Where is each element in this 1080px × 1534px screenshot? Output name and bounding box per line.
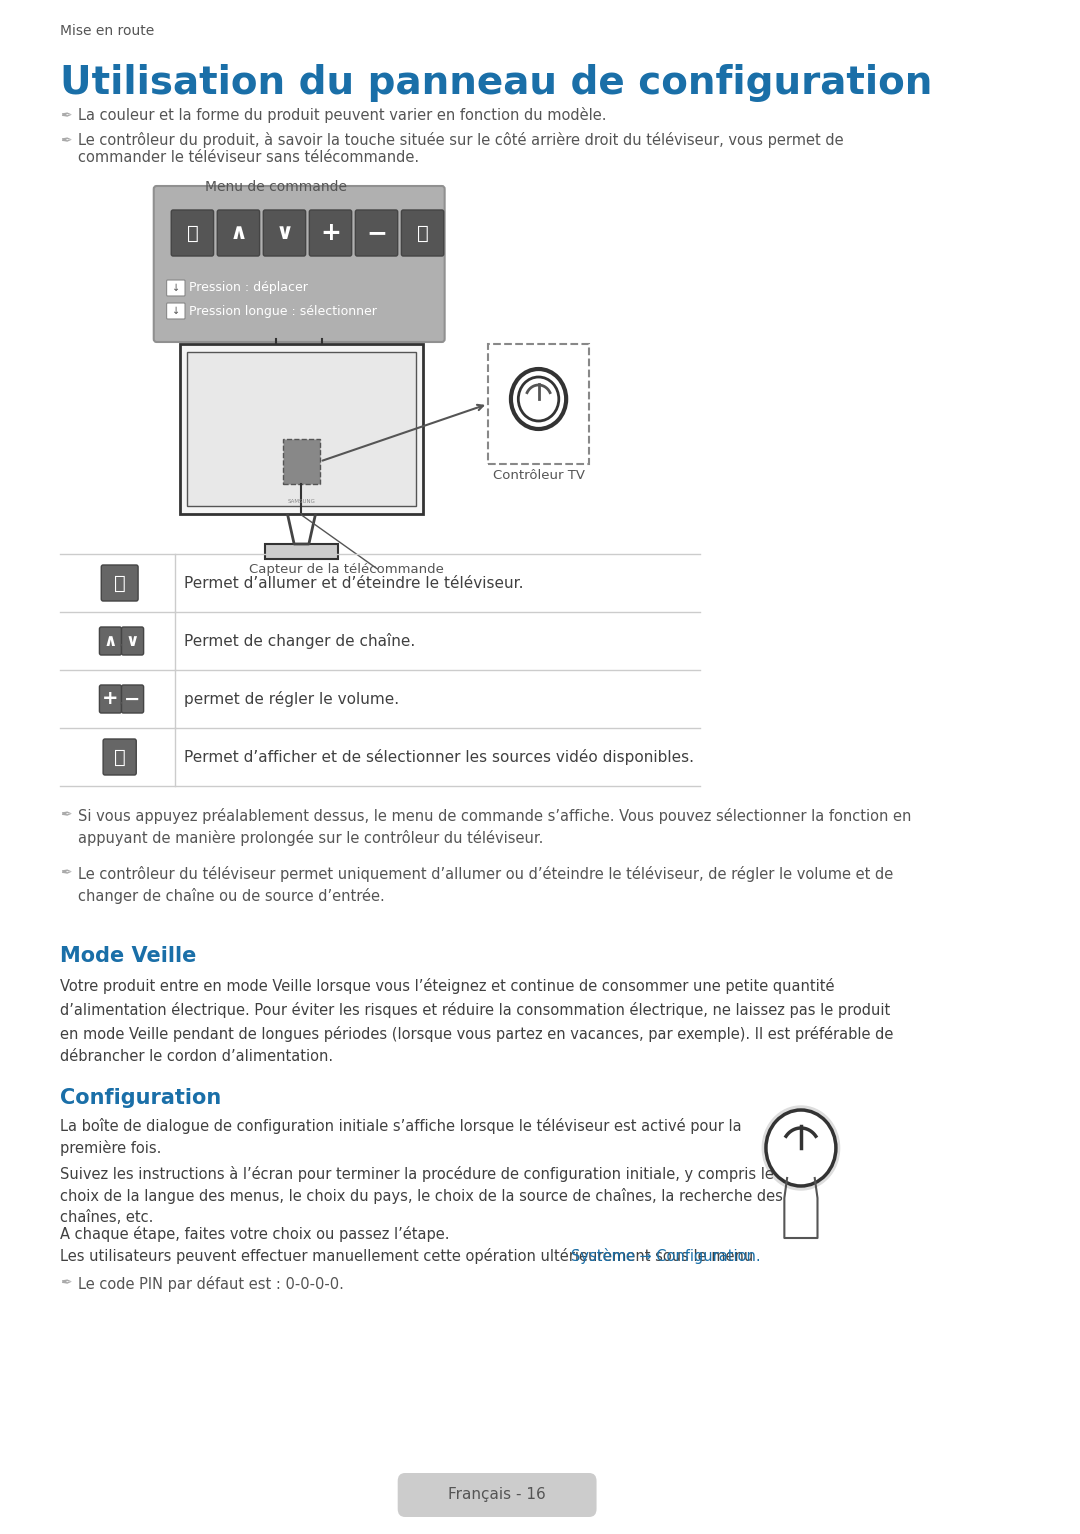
- Text: ,: ,: [119, 692, 124, 706]
- Text: ↓: ↓: [172, 282, 180, 293]
- FancyBboxPatch shape: [122, 627, 144, 655]
- Text: +: +: [103, 689, 119, 709]
- Text: Mode Veille: Mode Veille: [59, 946, 197, 966]
- Text: Le code PIN par défaut est : 0-0-0-0.: Le code PIN par défaut est : 0-0-0-0.: [78, 1276, 345, 1292]
- Text: ✒: ✒: [59, 867, 71, 881]
- Text: La boîte de dialogue de configuration initiale s’affiche lorsque le téléviseur e: La boîte de dialogue de configuration in…: [59, 1118, 742, 1157]
- Text: Suivez les instructions à l’écran pour terminer la procédure de configuration in: Suivez les instructions à l’écran pour t…: [59, 1166, 783, 1226]
- Text: ∨: ∨: [125, 632, 139, 650]
- Text: ✒: ✒: [59, 808, 71, 822]
- Circle shape: [762, 1106, 839, 1190]
- FancyBboxPatch shape: [166, 281, 185, 296]
- Text: ✒: ✒: [59, 109, 71, 123]
- Text: Configuration: Configuration: [59, 1088, 221, 1108]
- Text: Permet d’afficher et de sélectionner les sources vidéo disponibles.: Permet d’afficher et de sélectionner les…: [184, 749, 694, 765]
- Text: SAMSUNG: SAMSUNG: [287, 499, 315, 505]
- Text: Contrôleur TV: Contrôleur TV: [492, 469, 584, 482]
- Text: −: −: [366, 221, 387, 245]
- FancyBboxPatch shape: [122, 686, 144, 713]
- Text: permet de régler le volume.: permet de régler le volume.: [184, 690, 400, 707]
- Text: ✒: ✒: [59, 1276, 71, 1290]
- Bar: [488, 344, 590, 463]
- FancyBboxPatch shape: [355, 210, 397, 256]
- Text: ,: ,: [119, 634, 124, 647]
- Text: Menu de commande: Menu de commande: [205, 179, 347, 193]
- FancyBboxPatch shape: [153, 186, 445, 342]
- Text: Permet de changer de chaîne.: Permet de changer de chaîne.: [184, 634, 416, 649]
- FancyBboxPatch shape: [283, 439, 320, 485]
- Text: Capteur de la télécommande: Capteur de la télécommande: [248, 563, 444, 575]
- Text: Pression longue : sélectionner: Pression longue : sélectionner: [189, 305, 377, 318]
- Text: Mise en route: Mise en route: [59, 25, 154, 38]
- FancyBboxPatch shape: [217, 210, 259, 256]
- FancyBboxPatch shape: [102, 565, 138, 601]
- Text: ✒: ✒: [59, 133, 71, 147]
- Text: Utilisation du panneau de configuration: Utilisation du panneau de configuration: [59, 64, 932, 101]
- Text: ⎆: ⎆: [417, 224, 429, 242]
- Circle shape: [766, 1111, 836, 1186]
- Bar: [179, 344, 423, 514]
- FancyBboxPatch shape: [99, 686, 122, 713]
- Text: A chaque étape, faites votre choix ou passez l’étape.: A chaque étape, faites votre choix ou pa…: [59, 1226, 449, 1243]
- Text: ↓: ↓: [172, 305, 180, 316]
- Text: Le contrôleur du produit, à savoir la touche située sur le côté arrière droit du: Le contrôleur du produit, à savoir la to…: [78, 132, 843, 166]
- Text: ∧: ∧: [104, 632, 118, 650]
- Text: ⏻: ⏻: [113, 574, 125, 592]
- Bar: [187, 351, 416, 506]
- FancyBboxPatch shape: [397, 1473, 596, 1517]
- FancyBboxPatch shape: [166, 304, 185, 319]
- Text: ∨: ∨: [275, 222, 294, 242]
- Text: ⏻: ⏻: [187, 224, 199, 242]
- FancyBboxPatch shape: [99, 627, 122, 655]
- FancyBboxPatch shape: [172, 210, 214, 256]
- Text: Votre produit entre en mode Veille lorsque vous l’éteignez et continue de consom: Votre produit entre en mode Veille lorsq…: [59, 979, 893, 1063]
- FancyBboxPatch shape: [103, 739, 136, 775]
- FancyBboxPatch shape: [402, 210, 444, 256]
- Text: Système → Configuration.: Système → Configuration.: [571, 1249, 760, 1264]
- FancyBboxPatch shape: [264, 210, 306, 256]
- Text: Les utilisateurs peuvent effectuer manuellement cette opération ultérieurement s: Les utilisateurs peuvent effectuer manue…: [59, 1249, 758, 1264]
- Text: ⎆: ⎆: [113, 747, 125, 767]
- Text: ∧: ∧: [229, 222, 247, 242]
- Text: La couleur et la forme du produit peuvent varier en fonction du modèle.: La couleur et la forme du produit peuven…: [78, 107, 607, 123]
- Text: Pression : déplacer: Pression : déplacer: [189, 282, 308, 295]
- Text: Le contrôleur du téléviseur permet uniquement d’allumer ou d’éteindre le télévis: Le contrôleur du téléviseur permet uniqu…: [78, 867, 893, 905]
- Text: −: −: [124, 689, 140, 709]
- Text: +: +: [320, 221, 341, 245]
- Text: Français - 16: Français - 16: [448, 1488, 546, 1502]
- Circle shape: [518, 377, 558, 420]
- Text: Permet d’allumer et d’éteindre le téléviseur.: Permet d’allumer et d’éteindre le télévi…: [184, 575, 524, 591]
- Bar: [265, 545, 338, 558]
- Text: Si vous appuyez préalablement dessus, le menu de commande s’affiche. Vous pouvez: Si vous appuyez préalablement dessus, le…: [78, 808, 912, 847]
- FancyBboxPatch shape: [309, 210, 352, 256]
